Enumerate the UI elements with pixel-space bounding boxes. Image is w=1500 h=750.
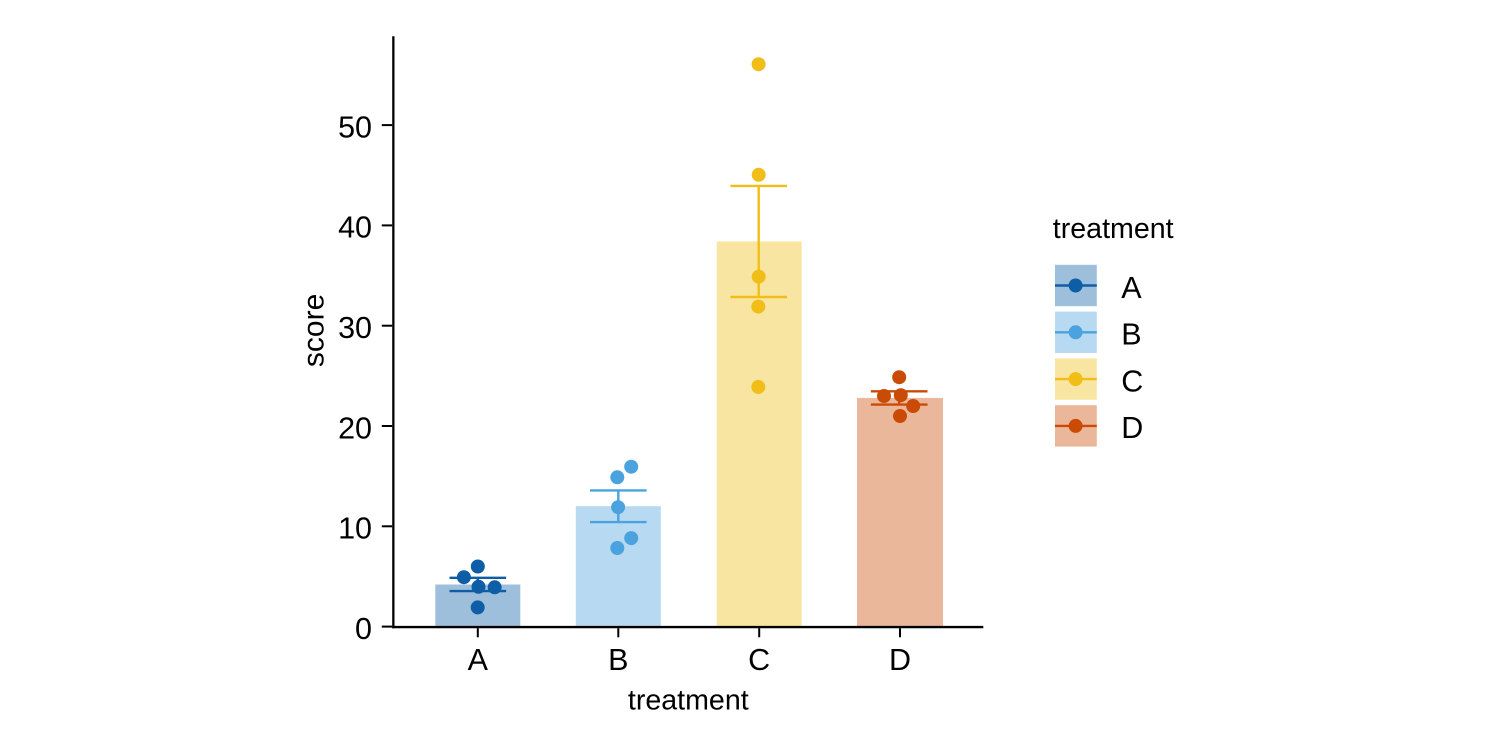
svg-text:A: A [1121, 271, 1142, 305]
svg-text:A: A [468, 643, 489, 677]
svg-text:D: D [1121, 411, 1143, 445]
svg-text:B: B [608, 643, 628, 677]
svg-text:treatment: treatment [628, 685, 749, 717]
svg-text:20: 20 [338, 411, 372, 445]
svg-text:C: C [748, 643, 770, 677]
svg-text:score: score [298, 294, 331, 367]
svg-text:30: 30 [338, 311, 372, 345]
svg-text:C: C [1121, 364, 1143, 398]
svg-text:B: B [1121, 318, 1141, 352]
svg-text:treatment: treatment [1053, 213, 1174, 245]
svg-text:50: 50 [338, 110, 372, 144]
svg-text:40: 40 [338, 211, 372, 245]
svg-text:10: 10 [338, 512, 372, 546]
svg-text:D: D [889, 643, 911, 677]
svg-text:0: 0 [355, 612, 372, 646]
